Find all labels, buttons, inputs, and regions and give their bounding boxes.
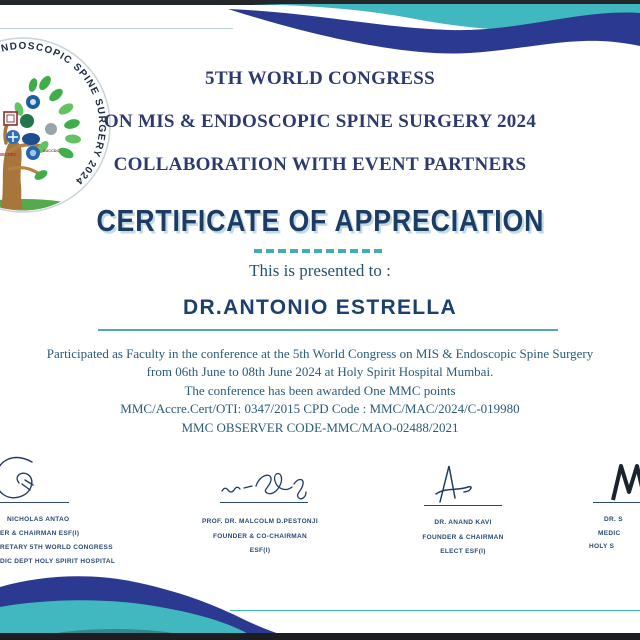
signatory-3-title-2: ELECT ESF(I) (440, 548, 486, 555)
teal-wave-shape (0, 600, 252, 640)
header-line-1: 5TH WORLD CONGRESS (205, 68, 435, 89)
body-line-3: The conference has been awarded One MMC … (184, 382, 456, 398)
signature-4-line (593, 502, 640, 504)
signature-4-ink (611, 464, 640, 501)
signatory-1-title-3: DIC DEPT HOLY SPIRIT HOSPITAL (0, 558, 116, 565)
signatory-3-name: DR. ANAND KAVI (434, 519, 492, 526)
signature-2-ink (221, 472, 307, 500)
signatory-2-title-2: ESF(I) (249, 547, 271, 554)
partner-badge (20, 114, 34, 128)
partner-badge-dot (30, 99, 36, 105)
signatory-2-name: PROF. DR. MALCOLM D.PESTONJI (202, 518, 318, 525)
signatory-4-title-2: HOLY S (589, 543, 615, 550)
body-line-5: MMC OBSERVER CODE-MMC/MAO-02488/2021 (181, 419, 459, 435)
top-right-wave-decoration (228, 4, 640, 54)
partner-badge-inner (6, 114, 15, 123)
bottom-left-wave-decoration (0, 576, 292, 640)
top-edge-bar (0, 0, 640, 5)
signatory-4-name: DR. S (604, 516, 623, 523)
signatory-2-title-1: FOUNDER & CO-CHAIRMAN (212, 532, 308, 540)
partner-badge (45, 123, 57, 135)
tree-branch (5, 142, 43, 155)
body-line-1: Participated as Faculty in the conferenc… (46, 346, 594, 361)
partner-badge-dot (29, 149, 37, 157)
recipient-underline (98, 329, 558, 331)
navy-wave-shape (228, 9, 640, 54)
signatory-2: PROF. DR. MALCOLM D.PESTONJI FOUNDER & C… (190, 515, 330, 559)
congress-logo: SECPEC AUCCDC ENDOSCOPIC SPINE SURGERY 2… (0, 37, 111, 213)
tree-trunk (1, 140, 23, 209)
signatory-1-title-2: RETARY 5TH WORLD CONGRESS (0, 544, 113, 551)
partner-badge-label: SECPEC (0, 152, 17, 157)
signatory-3-title-1: FOUNDER & CHAIRMAN (422, 533, 504, 541)
signatory-4-title-1: MEDIC (598, 530, 621, 537)
congress-header: 5TH WORLD CONGRESS ON MIS & ENDOSCOPIC S… (0, 57, 640, 186)
bottom-edge-bar (0, 633, 640, 640)
signatory-1-name: NICHOLAS ANTAO (7, 516, 70, 523)
body-line-2: from 06th June to 08th June 2024 at Holy… (146, 364, 494, 380)
header-line-3: COLLABORATION WITH EVENT PARTNERS (113, 154, 527, 175)
body-line-4: MMC/Accre.Cert/OTI: 0347/2015 CPD Code :… (120, 401, 520, 417)
bottom-accent-line (230, 610, 640, 611)
signature-1-ink (0, 457, 34, 499)
signature-1-line (0, 502, 69, 504)
partner-badge-label: AUCCDC (43, 149, 60, 153)
certificate-title: CERTIFICATE OF APPRECIATION (0, 203, 640, 239)
presented-to-label: This is presented to : (249, 261, 391, 280)
recipient-name: DR.ANTONIO ESTRELLA (183, 296, 457, 319)
header-line-2: ON MIS & ENDOSCOPIC SPINE SURGERY 2024 (103, 111, 537, 132)
partner-badge-cross (8, 132, 18, 142)
signatory-1-title-1: ER & CHAIRMAN ESF(I) (0, 530, 80, 537)
tree-branch (7, 166, 41, 176)
signatory-3: DR. ANAND KAVI FOUNDER & CHAIRMAN ELECT … (393, 516, 533, 560)
logo-grass (0, 199, 75, 211)
certificate-title-text: CERTIFICATE OF APPRECIATION (96, 203, 544, 238)
top-accent-line (0, 28, 233, 29)
dashed-divider (254, 249, 386, 253)
signature-2-line (220, 502, 308, 504)
signature-3-ink (435, 465, 472, 503)
certificate-body: Participated as Faculty in the conferenc… (0, 345, 640, 437)
signature-3-line (424, 505, 502, 507)
partner-badge (22, 133, 40, 145)
